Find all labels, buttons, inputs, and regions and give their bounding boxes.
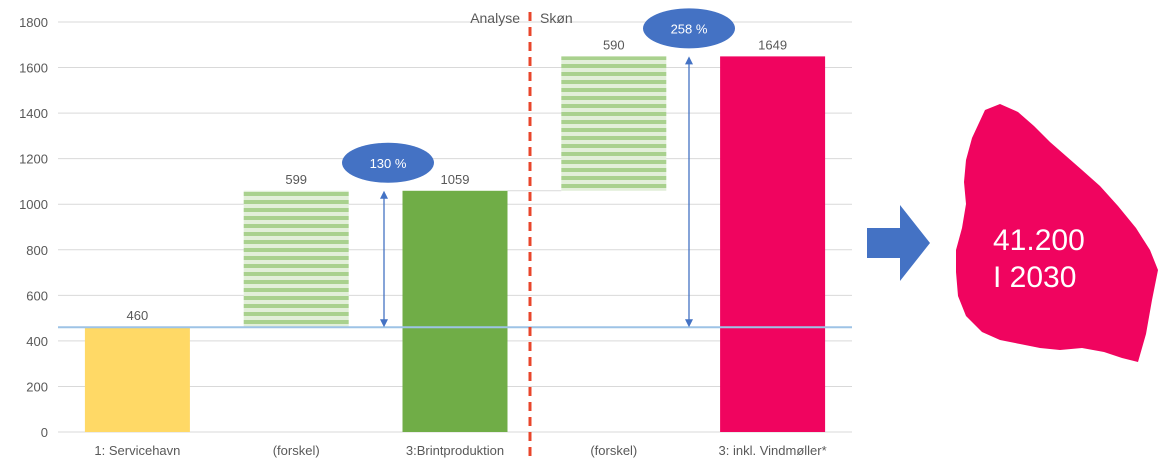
bars: [84, 56, 826, 433]
section-divider: Analyse Skøn: [470, 10, 573, 461]
data-label: 599: [285, 172, 307, 187]
bubbles: 130 % 258 %: [342, 8, 735, 328]
x-tick-label: (forskel): [590, 443, 637, 458]
callout: 41.200 I 2030: [867, 104, 1158, 362]
percent-bubble: [342, 142, 434, 183]
arrowhead-down: [380, 319, 388, 328]
callout-line-2: I 2030: [993, 261, 1076, 294]
bar: [720, 56, 826, 433]
x-tick-label: 3: inkl. Vindmøller*: [719, 443, 827, 458]
y-axis: 0 200 400 600 800 1000 1200 1400 1600 1800: [19, 15, 48, 440]
data-label: 1059: [441, 172, 470, 187]
callout-blob: [956, 104, 1158, 362]
right-arrow-icon: [867, 205, 930, 281]
percent-bubble-label: 258 %: [671, 21, 708, 36]
arrowhead-down: [685, 319, 693, 328]
y-tick-label: 200: [26, 379, 48, 394]
percent-bubble-label: 130 %: [370, 156, 407, 171]
y-tick-label: 1800: [19, 15, 48, 30]
bar: [84, 327, 190, 432]
bar: [243, 190, 349, 328]
x-axis: 1: Servicehavn (forskel) 3:Brintproduktion…: [94, 443, 826, 458]
data-labels: 460 599 1059 590 1649: [127, 37, 788, 323]
y-tick-label: 1600: [19, 61, 48, 76]
y-tick-label: 600: [26, 288, 48, 303]
y-tick-label: 0: [41, 425, 48, 440]
data-label: 590: [603, 37, 625, 52]
percent-bubble: [643, 8, 735, 49]
section-label-analyse: Analyse: [470, 10, 520, 26]
bar: [561, 56, 667, 191]
y-tick-label: 800: [26, 243, 48, 258]
data-label: 1649: [758, 37, 787, 52]
callout-line-1: 41.200: [993, 224, 1085, 257]
y-tick-label: 1400: [19, 106, 48, 121]
data-label: 460: [127, 308, 149, 323]
y-tick-label: 400: [26, 334, 48, 349]
section-label-skon: Skøn: [540, 10, 573, 26]
x-tick-label: 3:Brintproduktion: [406, 443, 504, 458]
x-tick-label: 1: Servicehavn: [94, 443, 180, 458]
arrowhead-up: [685, 56, 693, 65]
y-tick-label: 1000: [19, 197, 48, 212]
x-tick-label: (forskel): [273, 443, 320, 458]
bar: [402, 190, 508, 432]
y-tick-label: 1200: [19, 152, 48, 167]
arrowhead-up: [380, 190, 388, 199]
